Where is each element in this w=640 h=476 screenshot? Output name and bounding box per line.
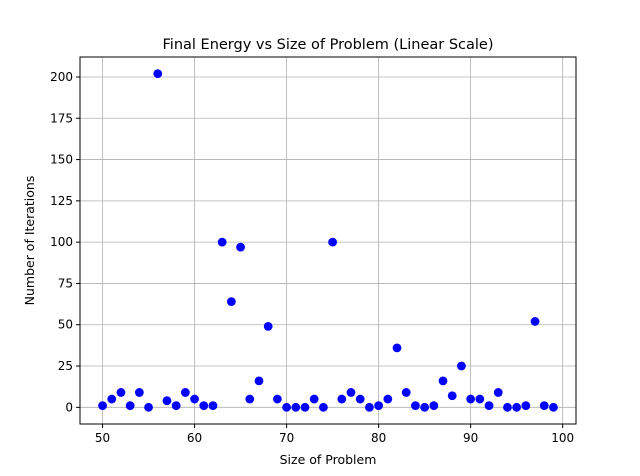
data-point [291,402,301,412]
data-point [466,394,476,404]
y-tick-label: 25 [58,359,73,373]
data-point [457,361,466,371]
data-point [521,401,531,411]
data-point [429,401,439,411]
data-point [475,394,485,404]
data-point [346,388,356,397]
x-tick-label: 80 [371,431,386,445]
data-point [530,317,540,326]
y-tick-label: 200 [50,70,73,84]
data-point [374,401,384,411]
data-point [328,237,338,247]
data-point [190,394,199,404]
y-tick-label: 150 [50,153,73,167]
data-point [512,402,522,412]
data-point [263,321,273,331]
y-axis-ticks: 0 25 50 75 100 125 150 175 200 [50,70,80,414]
data-point [309,394,319,404]
data-point [447,391,457,401]
data-point [226,297,236,307]
x-tick-label: 70 [279,431,294,445]
y-tick-label: 125 [50,194,73,208]
plot-frame [79,56,577,425]
y-tick-label: 75 [58,276,73,290]
data-point [217,237,227,247]
y-axis-label: Number of Iterations [22,176,37,306]
data-point [420,402,430,412]
y-tick-label: 50 [58,318,73,332]
data-point [383,394,393,404]
x-axis-label: Size of Problem [280,452,377,467]
data-point [98,401,107,411]
data-point [272,394,282,404]
data-point [549,402,558,412]
data-point [493,388,503,397]
y-tick-label: 0 [65,400,73,414]
data-point [300,402,310,412]
data-point [318,402,328,412]
data-point [337,394,347,404]
data-point [539,401,549,411]
data-point [144,402,153,412]
data-point [355,394,365,404]
x-axis-ticks: 50 60 70 80 90 100 [95,424,574,445]
data-point [365,402,374,412]
data-point [162,396,172,406]
x-tick-label: 60 [187,431,202,445]
x-tick-label: 50 [95,431,110,445]
data-point [245,394,255,404]
data-point [282,402,291,412]
data-point [153,69,163,79]
x-tick-label: 100 [551,431,574,445]
chart-title: Final Energy vs Size of Problem (Linear … [163,37,494,53]
data-point [411,401,420,411]
data-point [254,376,264,386]
y-tick-label: 175 [50,111,73,125]
y-tick-label: 100 [50,235,73,249]
data-point [116,388,126,397]
x-tick-label: 90 [463,431,478,445]
data-point [125,401,135,411]
data-point [134,388,144,397]
data-point [208,401,218,411]
data-point [503,402,512,412]
data-point [199,401,209,411]
data-points [98,69,558,412]
data-point [401,388,411,397]
data-point [438,376,448,386]
data-point [236,242,245,252]
data-point [180,388,190,397]
data-point [171,401,181,411]
data-point [392,343,402,353]
data-point [107,394,117,404]
grid-lines [80,57,576,424]
data-point [484,401,494,411]
